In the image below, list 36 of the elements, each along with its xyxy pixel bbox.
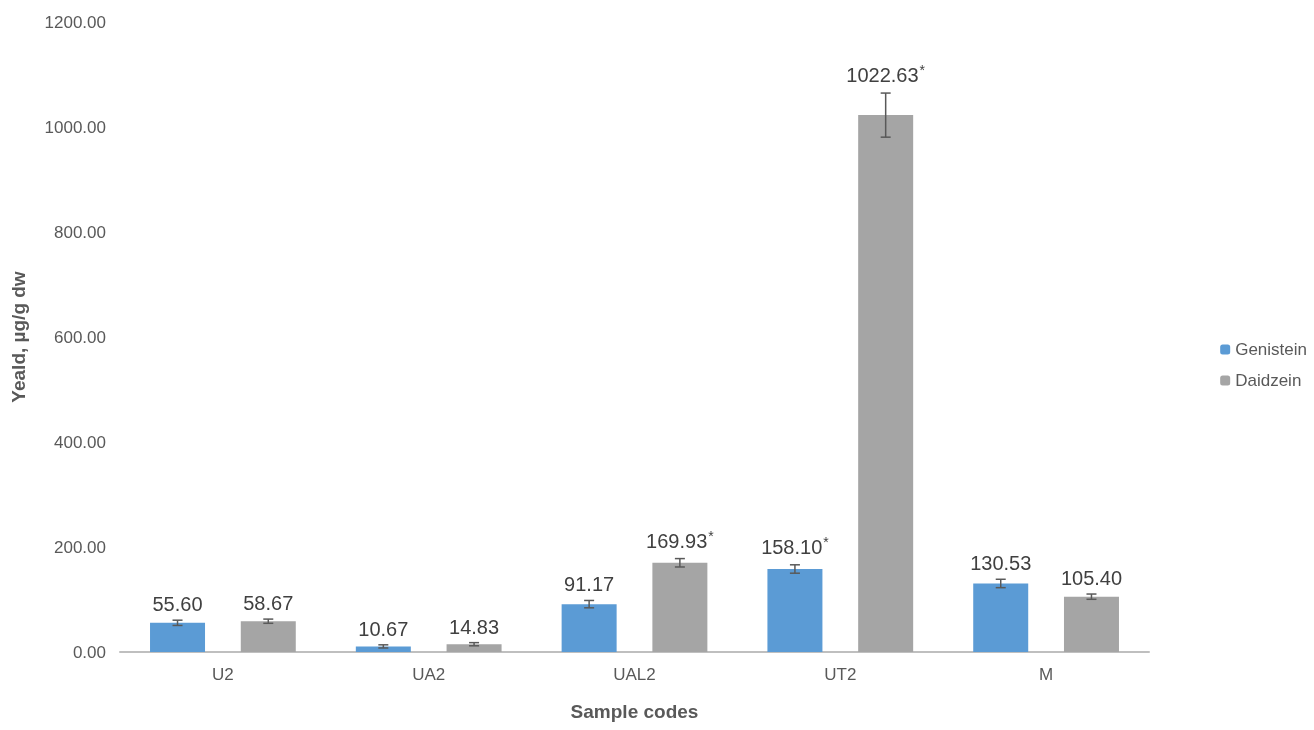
bar	[150, 622, 206, 652]
y-tick-label: 800.00	[54, 222, 106, 242]
data-label: 1022.63*	[846, 62, 926, 87]
bar	[858, 115, 914, 652]
x-tick-label: M	[1039, 665, 1054, 684]
y-tick-label: 200.00	[54, 537, 106, 557]
y-tick-label: 0.00	[72, 642, 106, 662]
legend-label: Daidzein	[1235, 371, 1302, 390]
bar	[561, 604, 617, 652]
y-tick-label: 1200.00	[44, 12, 106, 32]
x-axis-title: Sample codes	[570, 701, 699, 722]
data-label: 169.93*	[646, 527, 715, 552]
bar	[767, 569, 823, 652]
bar	[355, 646, 411, 652]
data-label: 14.83	[449, 615, 500, 638]
x-tick-label: UA2	[412, 665, 446, 684]
data-label: 91.17	[564, 573, 615, 596]
bar	[240, 621, 296, 652]
y-tick-label: 1000.00	[44, 117, 106, 137]
bar	[446, 644, 502, 652]
bar	[652, 562, 708, 652]
data-label: 55.60	[152, 593, 203, 616]
x-tick-label: UAL2	[613, 665, 656, 684]
y-tick-label: 600.00	[54, 327, 106, 347]
bar	[1063, 596, 1119, 652]
data-label: 105.40	[1060, 567, 1123, 590]
data-label: 130.53	[970, 552, 1032, 575]
data-label: 158.10*	[761, 533, 830, 558]
y-axis-title: Yeald, µg/g dw	[8, 271, 29, 403]
legend-label: Genistein	[1235, 340, 1308, 359]
data-label: 58.67	[243, 592, 294, 615]
y-tick-label: 400.00	[54, 432, 106, 452]
x-tick-label: UT2	[824, 665, 857, 684]
data-label: 10.67	[358, 617, 409, 640]
bar	[973, 583, 1029, 652]
x-tick-label: U2	[212, 665, 234, 684]
